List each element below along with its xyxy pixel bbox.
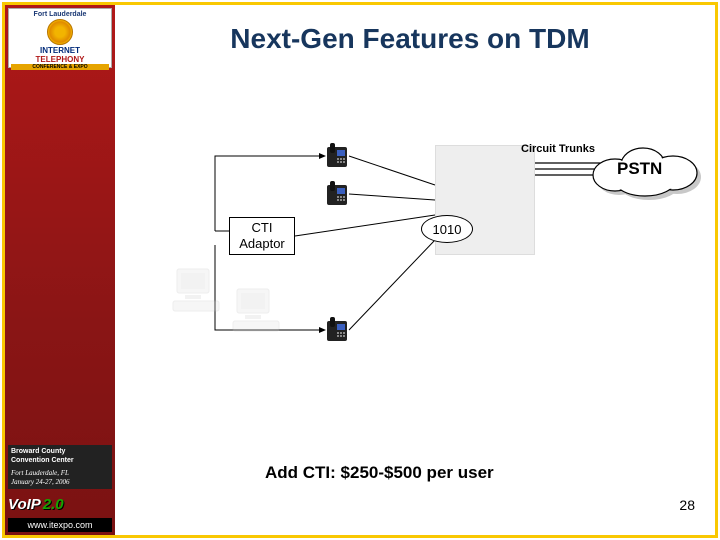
gear-icon (47, 19, 73, 45)
cti-line2: Adaptor (230, 236, 294, 252)
slide-caption: Add CTI: $250-$500 per user (265, 463, 494, 483)
logo-line: Fort Lauderdale (11, 11, 109, 18)
conference-logo: Fort Lauderdale INTERNET TELEPHONY CONFE… (8, 8, 112, 68)
voip-label: VoIP (8, 496, 41, 513)
phone-icon (325, 181, 349, 207)
page-number: 28 (679, 497, 695, 513)
slide-title: Next-Gen Features on TDM (115, 23, 705, 55)
phone-icon (325, 143, 349, 169)
voip-logo: VoIP 2.0 (8, 493, 112, 516)
pstn-label: PSTN (617, 159, 662, 179)
conv-line: Convention Center (11, 457, 109, 465)
cti-line1: CTI (230, 220, 294, 236)
voip-version: 2.0 (43, 496, 64, 513)
convention-info: Broward County Convention Center Fort La… (8, 445, 112, 489)
conv-line: Fort Lauderdale, FL (11, 469, 109, 477)
sidebar: Fort Lauderdale INTERNET TELEPHONY CONFE… (5, 5, 115, 535)
diagram-area: 1010 CTI Adaptor Circuit Trunks (145, 125, 695, 385)
extension-oval: 1010 (421, 215, 473, 243)
conv-line: January 24-27, 2006 (11, 478, 109, 486)
slide-frame: Fort Lauderdale INTERNET TELEPHONY CONFE… (2, 2, 718, 538)
sidebar-footer: Broward County Convention Center Fort La… (8, 445, 112, 532)
slide-content: Next-Gen Features on TDM (115, 5, 715, 535)
pc-icon (171, 265, 221, 315)
logo-line: CONFERENCE & EXPO (11, 64, 109, 70)
pc-icon (231, 285, 281, 335)
logo-line: TELEPHONY (11, 55, 109, 64)
logo-line: INTERNET (11, 46, 109, 55)
circuit-trunks-label: Circuit Trunks (521, 143, 595, 155)
cti-adaptor-box: CTI Adaptor (229, 217, 295, 255)
conv-line: Broward County (11, 448, 109, 456)
phone-icon (325, 317, 349, 343)
url-bar: www.itexpo.com (8, 518, 112, 532)
